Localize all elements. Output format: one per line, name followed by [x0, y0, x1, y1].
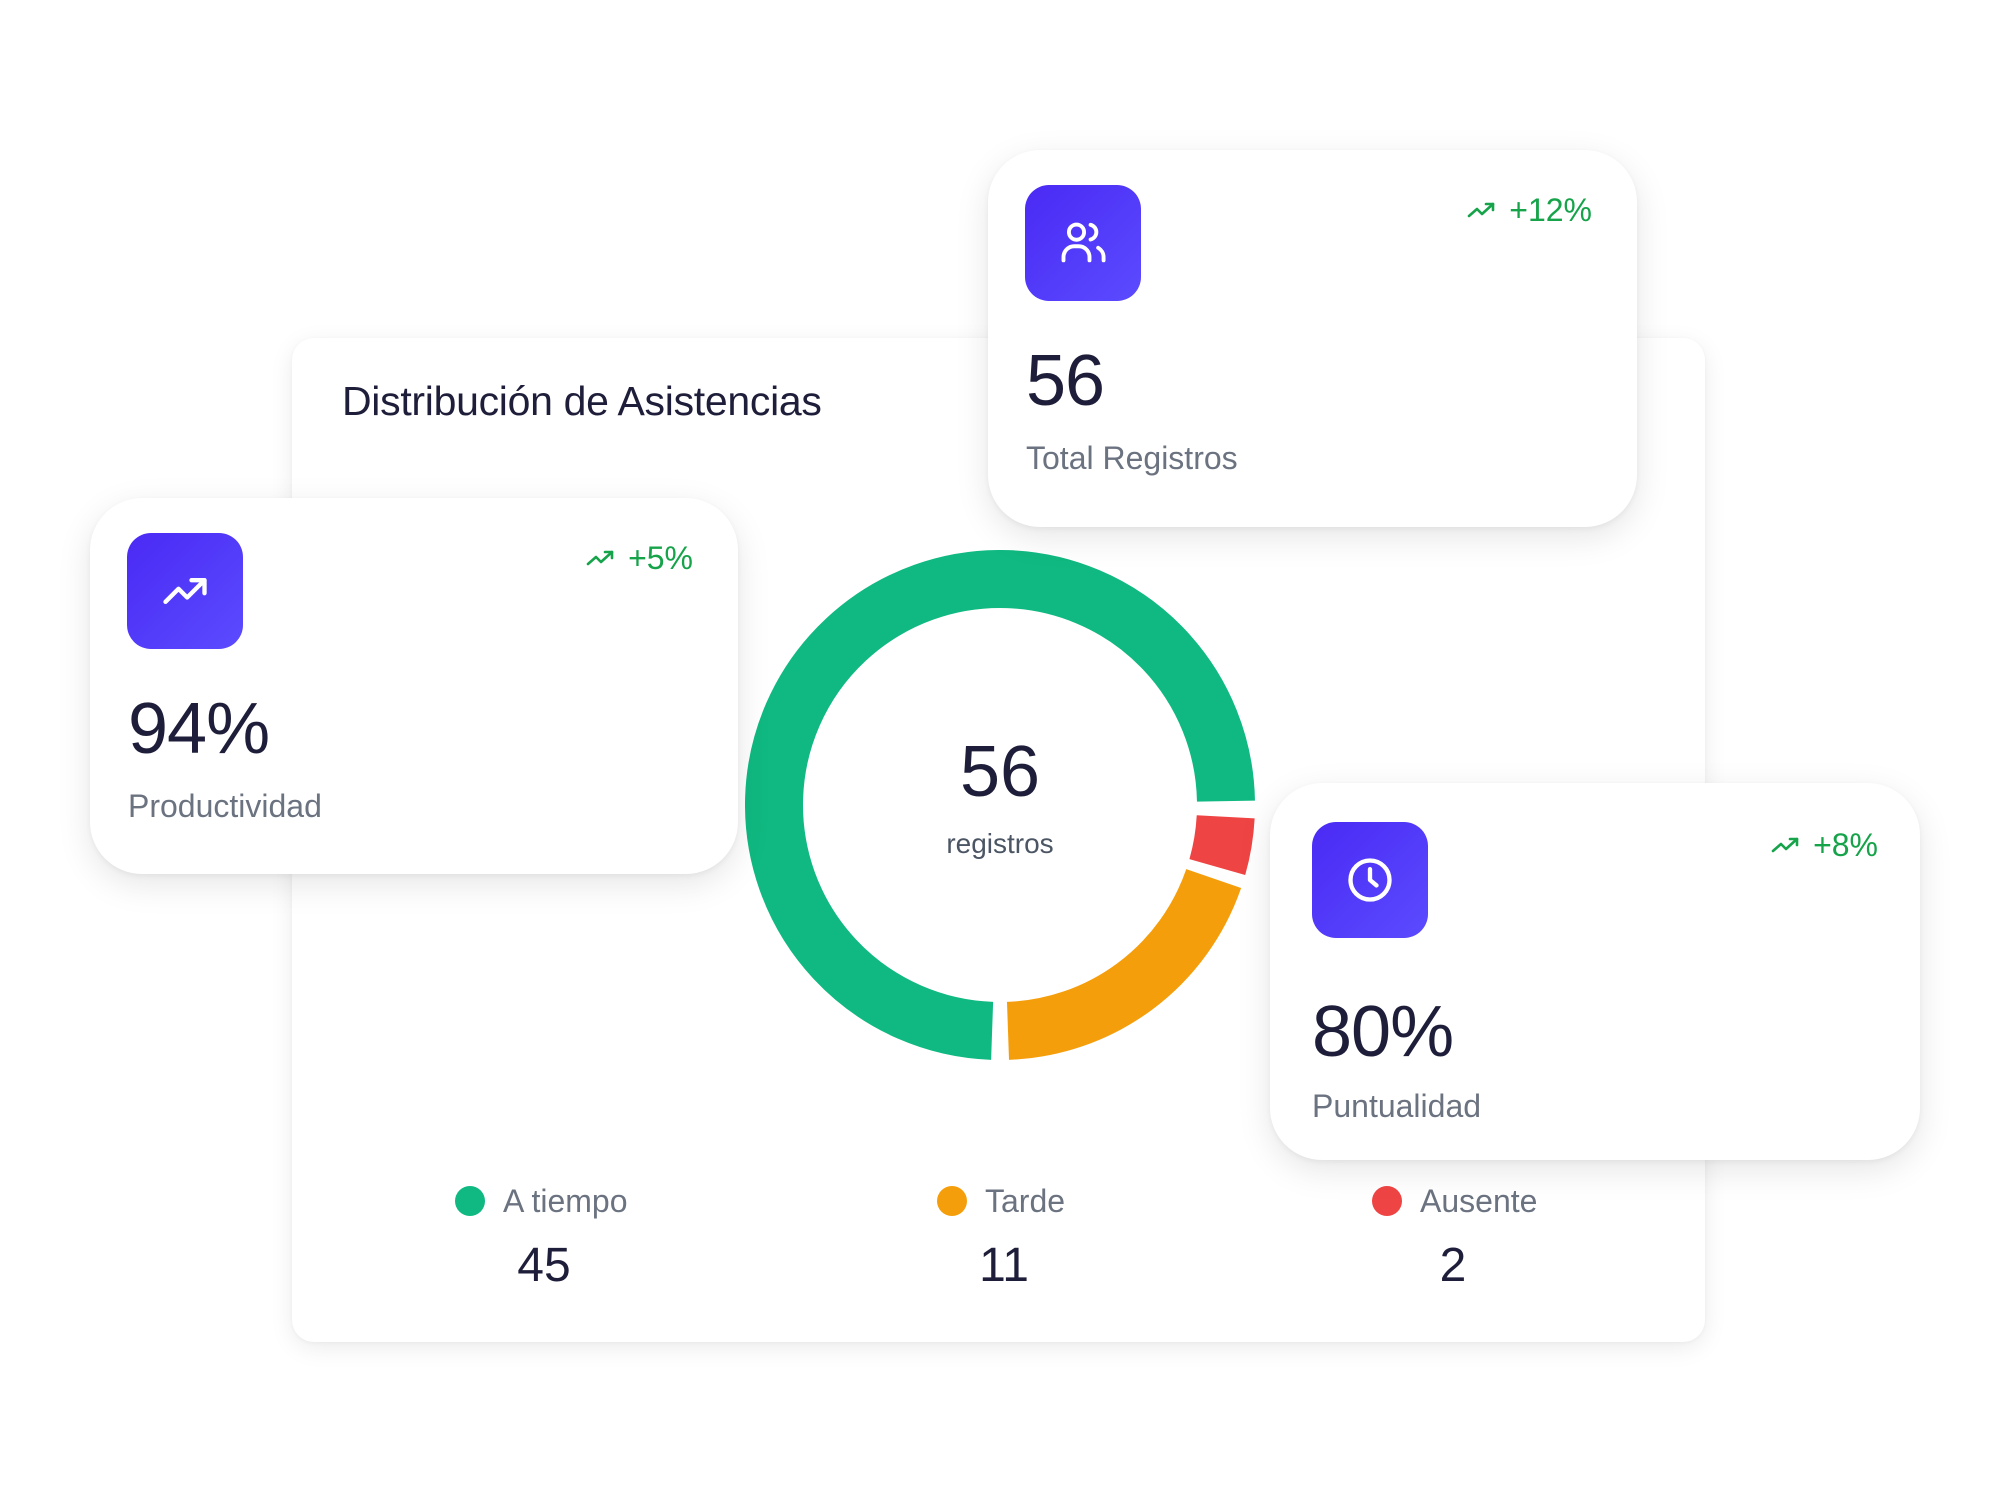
trending-up-icon	[1467, 202, 1495, 217]
stat-trend-value: +5%	[628, 540, 693, 576]
donut-total-label: registros	[946, 828, 1054, 859]
donut-chart-svg	[745, 550, 1255, 1060]
donut-center: 56 registros	[745, 550, 1255, 1060]
stat-icon-box	[127, 533, 243, 649]
stat-trend-value: +8%	[1813, 827, 1878, 863]
legend-item-a-tiempo[interactable]: A tiempo 45	[455, 1176, 755, 1292]
donut-segment-ausente[interactable]	[745, 550, 1255, 1060]
clock-icon	[1348, 858, 1392, 902]
donut-total: 56	[959, 732, 1041, 812]
donut-segment-tarde[interactable]	[745, 550, 1255, 1060]
stat-label: Puntualidad	[1312, 1088, 1482, 1124]
legend-label: Tarde	[985, 1182, 1066, 1219]
users-icon	[1061, 222, 1106, 263]
stat-value: 56	[1026, 341, 1105, 421]
stat-trend: +5%	[586, 540, 693, 577]
stat-card-productividad: +5% 94% Productividad	[90, 498, 738, 874]
stat-trend: +12%	[1467, 192, 1592, 229]
legend-value: 45	[517, 1239, 571, 1292]
stat-value: 94%	[128, 689, 270, 769]
stat-card-puntualidad: +8% 80% Puntualidad	[1270, 783, 1920, 1160]
legend-item-tarde[interactable]: Tarde 11	[937, 1176, 1237, 1292]
legend-dot-red-icon	[1372, 1186, 1402, 1216]
stat-value: 80%	[1312, 992, 1454, 1072]
legend-label: A tiempo	[503, 1182, 628, 1219]
legend-label: Ausente	[1420, 1182, 1538, 1219]
stat-icon-box	[1312, 822, 1428, 938]
legend-dot-orange-icon	[937, 1186, 967, 1216]
trending-up-icon	[586, 550, 614, 565]
stat-label: Productividad	[128, 788, 322, 824]
stat-trend-value: +12%	[1509, 192, 1592, 228]
stat-card-total-registros: +12% 56 Total Registros	[988, 150, 1637, 527]
trending-up-icon	[163, 578, 207, 604]
legend-value: 2	[1439, 1239, 1467, 1292]
legend-dot-green-icon	[455, 1186, 485, 1216]
stat-label: Total Registros	[1026, 440, 1238, 476]
legend-value: 11	[979, 1239, 1029, 1292]
card-title: Distribución de Asistencias	[342, 378, 822, 424]
stat-icon-box	[1025, 185, 1141, 301]
stat-trend: +8%	[1771, 827, 1878, 864]
legend-item-ausente[interactable]: Ausente 2	[1372, 1176, 1672, 1292]
trending-up-icon	[1771, 837, 1799, 852]
donut-chart: 56 registros	[745, 550, 1255, 1060]
chart-legend: A tiempo 45 Tarde 11 Ausente 2	[292, 1176, 1705, 1296]
